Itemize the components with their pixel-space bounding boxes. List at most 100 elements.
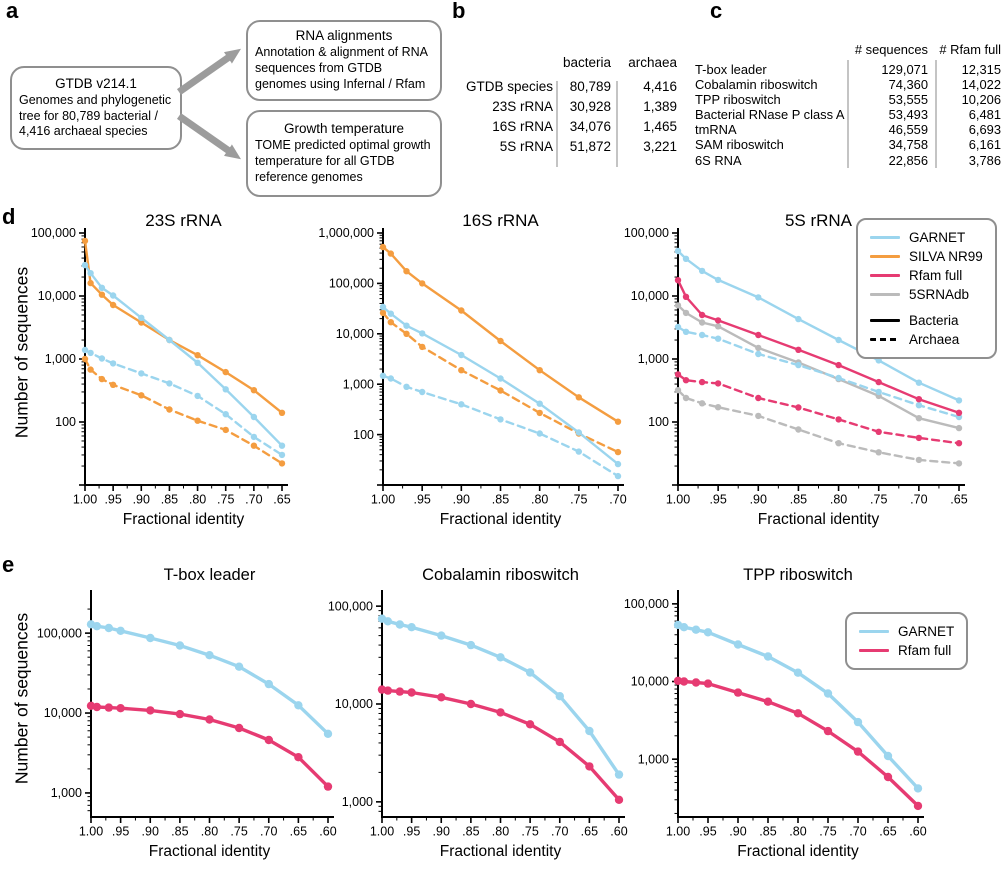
data-point [682, 309, 690, 317]
data-point [146, 633, 155, 643]
data-point [104, 623, 114, 633]
data-point [575, 394, 582, 401]
data-point [795, 426, 802, 433]
series-garnet-archaea [81, 346, 286, 459]
data-point [674, 247, 682, 255]
legend-line-swatch [870, 293, 900, 296]
x-tick-label: .95 [709, 493, 726, 507]
x-tick-label: .95 [403, 825, 420, 839]
data-point [585, 726, 594, 736]
data-point [755, 394, 762, 402]
table-row: 16S rRNA 34,076 1,465 [445, 119, 677, 139]
flow-arrows [176, 48, 242, 160]
legend-label: Bacteria [909, 313, 959, 328]
rfam-full-count: 14,022 [961, 77, 1001, 93]
data-point [691, 678, 701, 687]
data-point [234, 662, 244, 671]
legend-line-swatch [870, 236, 900, 239]
table-row: Cobalamin riboswitch 74,360 14,022 [695, 77, 1001, 92]
x-axis-label: Fractional identity [440, 511, 562, 528]
x-tick-label: .70 [849, 825, 866, 839]
x-tick-label: .85 [161, 493, 178, 507]
data-point [166, 336, 173, 344]
y-tick-label: 1,000 [638, 752, 669, 766]
data-point [98, 291, 106, 298]
data-point [194, 392, 201, 400]
sequences-count: 74,360 [888, 77, 928, 93]
data-point [698, 400, 706, 407]
data-point [166, 406, 173, 413]
legend-entry: Rfam full [870, 266, 983, 285]
legend-entry: SILVA NR99 [870, 247, 983, 266]
x-tick-label: .75 [217, 493, 234, 507]
data-point [875, 388, 882, 396]
table-row: 6S RNA 22,856 3,786 [695, 153, 1001, 168]
data-point [387, 319, 394, 326]
row-label: Cobalamin riboswitch [695, 77, 818, 93]
chart-title: 16S rRNA [462, 211, 539, 230]
flow-box-growth-temperature-body: TOME predicted optimal growth temperatur… [255, 138, 431, 184]
x-tick-label: .90 [729, 825, 746, 839]
data-point [536, 430, 543, 437]
series-garnet-archaea [379, 372, 622, 480]
legend-label: 5SRNAdb [909, 287, 970, 302]
series-line [676, 373, 961, 445]
legend-line-swatch [870, 255, 900, 258]
data-point [691, 625, 701, 634]
flow-box-rna-alignments-body: Annotation & alignment of RNA sequences … [255, 45, 428, 91]
data-point [614, 448, 622, 456]
series-line [676, 304, 961, 430]
data-point [614, 770, 624, 779]
x-tick-label: .95 [413, 493, 430, 507]
series-silva-nr99-archaea [379, 309, 622, 456]
x-tick-label: .80 [189, 493, 206, 507]
data-point [458, 367, 465, 374]
x-tick-label: .80 [789, 825, 806, 839]
series-rfam-full [673, 676, 923, 811]
data-point [835, 361, 842, 369]
legend-entry: Rfam full [859, 641, 954, 660]
x-tick-label: .65 [290, 825, 307, 839]
y-tick-label: 100 [353, 428, 374, 442]
x-axis-label: Fractional identity [737, 843, 859, 860]
table-row: GTDB species 80,789 4,416 [445, 79, 677, 99]
flow-box-rna-alignments: RNA alignments Annotation & alignment of… [246, 20, 442, 101]
legend-label: GARNET [909, 230, 966, 245]
data-point [234, 723, 244, 733]
x-tick-label: .80 [830, 493, 847, 507]
data-point [379, 303, 387, 311]
data-point [109, 292, 117, 299]
rfam-full-count: 3,786 [968, 152, 1001, 168]
chart-title: Cobalamin riboswitch [422, 566, 579, 584]
data-point [955, 460, 963, 467]
data-point [795, 315, 802, 323]
series-rfam-full-archaea [674, 371, 963, 447]
legend-label: SILVA NR99 [909, 249, 983, 264]
x-tick-label: 1.00 [370, 825, 394, 839]
x-tick-label: 1.00 [371, 493, 395, 507]
x-tick-label: .70 [245, 493, 262, 507]
x-tick-label: .65 [581, 825, 598, 839]
data-point [714, 380, 722, 387]
series-line [381, 305, 620, 466]
data-point [294, 753, 303, 762]
chart-cobalamin-riboswitch: 1,000 10,000 100,000 1.00 .95 .90 .85 .80 .75 .70… [305, 558, 637, 872]
data-point [682, 377, 690, 384]
data-point [146, 706, 155, 715]
sequences-count: 53,493 [888, 107, 928, 123]
data-point [733, 640, 743, 649]
data-point [915, 456, 923, 464]
x-tick-label: .90 [133, 493, 150, 507]
series-line [676, 279, 961, 414]
series-garnet [377, 614, 624, 779]
data-point [525, 668, 535, 677]
data-point [437, 631, 446, 640]
y-tick-label: 1,000 [343, 377, 374, 391]
legend-line-swatch [859, 630, 889, 633]
x-axis-label: Fractional identity [758, 511, 880, 528]
data-point [793, 709, 803, 718]
data-point [194, 359, 201, 366]
data-point [81, 237, 89, 245]
panel-e-legend: GARNET Rfam full [845, 612, 969, 670]
data-point [793, 668, 803, 677]
